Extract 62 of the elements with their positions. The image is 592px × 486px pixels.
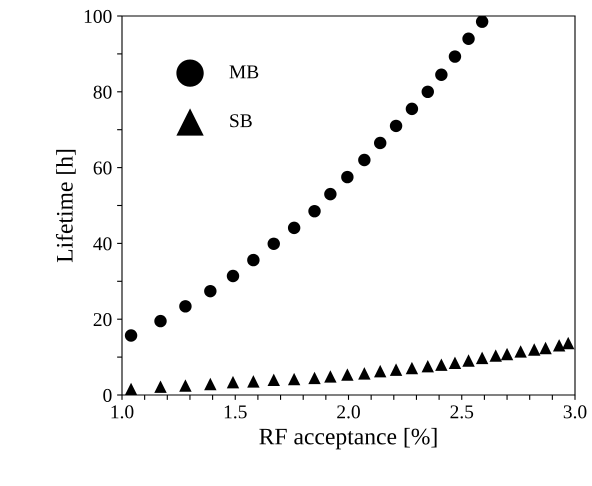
point <box>374 136 386 150</box>
point <box>154 314 167 328</box>
point <box>341 170 354 184</box>
point <box>390 120 402 132</box>
y-tick-label: 60 <box>94 161 112 175</box>
y-tick-label: 80 <box>94 86 112 99</box>
point <box>154 380 167 393</box>
point <box>490 349 502 362</box>
legend-label: MB <box>230 65 258 78</box>
x-tick-label: 1.0 <box>112 405 134 418</box>
point <box>179 300 192 313</box>
y-axis-title: Lifetime [h] <box>56 150 76 262</box>
point <box>226 376 240 388</box>
y-tick-label: 0 <box>103 388 112 402</box>
point <box>390 363 402 376</box>
x-axis-title: RF acceptance [%] <box>259 428 437 450</box>
point <box>247 375 260 388</box>
point <box>539 342 552 354</box>
y-tick-label: 100 <box>84 10 112 23</box>
point <box>308 372 321 384</box>
point <box>422 86 434 98</box>
point <box>288 372 300 386</box>
x-tick-label: 3.0 <box>564 405 586 418</box>
x-tick-label: 2.5 <box>450 405 474 418</box>
point <box>124 382 138 396</box>
point <box>435 358 448 371</box>
y-tick-label: 40 <box>93 237 112 250</box>
x-tick-label: 2.0 <box>337 405 360 418</box>
point <box>204 378 217 390</box>
point <box>226 270 240 282</box>
point <box>358 154 371 166</box>
point <box>324 188 337 200</box>
point <box>268 238 280 250</box>
x-tick-label: 1.5 <box>224 405 247 418</box>
point <box>528 343 540 356</box>
point <box>500 348 514 360</box>
point <box>406 102 418 116</box>
point <box>308 204 321 218</box>
point <box>358 367 371 380</box>
y-tick-label: 20 <box>94 313 112 326</box>
point <box>124 329 138 342</box>
point <box>422 360 434 372</box>
point <box>435 68 448 81</box>
point <box>562 336 574 350</box>
point <box>406 362 418 374</box>
point <box>179 379 192 392</box>
point <box>324 370 337 383</box>
point <box>247 254 260 266</box>
point <box>341 368 354 381</box>
point <box>448 356 462 369</box>
point <box>514 345 527 358</box>
point <box>374 364 386 378</box>
point <box>552 339 566 352</box>
point <box>268 374 280 386</box>
point <box>204 284 217 298</box>
legend-label: SB <box>230 114 252 128</box>
point <box>462 354 475 367</box>
point <box>288 222 300 234</box>
point <box>462 32 475 45</box>
point <box>476 352 488 364</box>
point <box>476 15 488 28</box>
point <box>448 50 462 63</box>
